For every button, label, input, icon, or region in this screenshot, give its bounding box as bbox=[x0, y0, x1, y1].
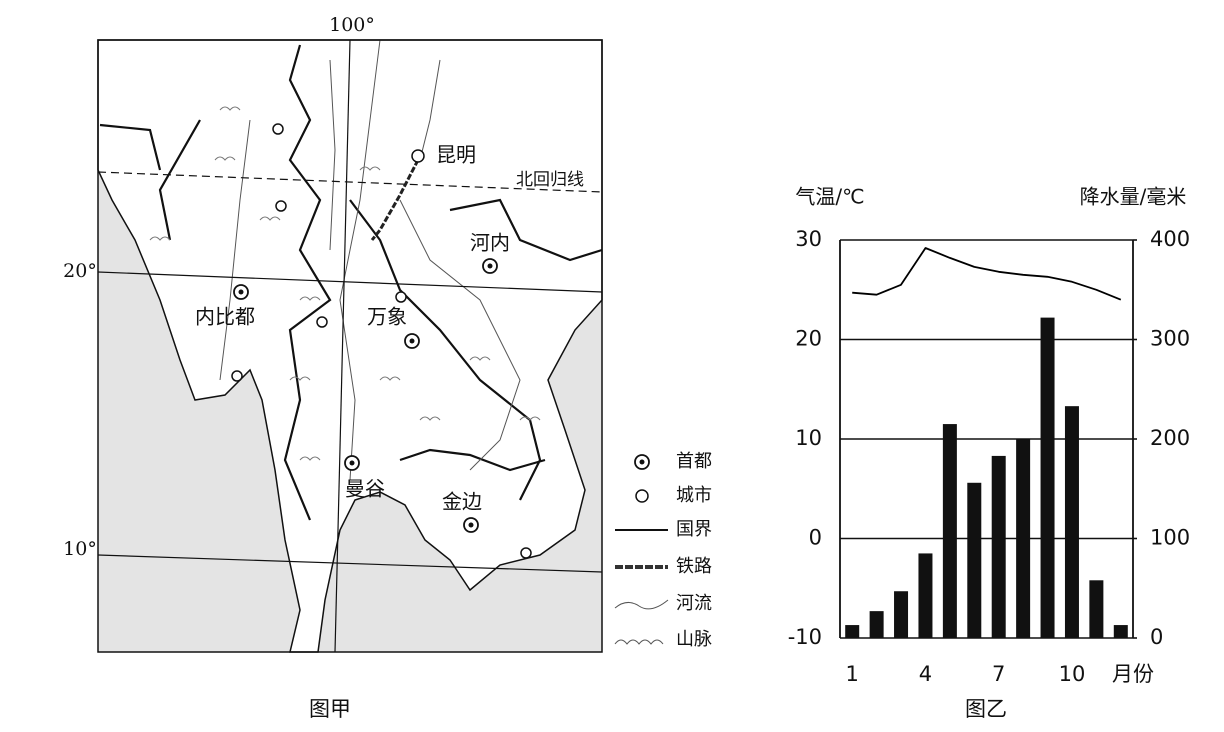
legend-symbol bbox=[639, 459, 645, 465]
capital-dot bbox=[238, 289, 244, 295]
parallel-10 bbox=[97, 554, 603, 573]
capital-label: 金边 bbox=[442, 490, 482, 514]
lon-label: 100° bbox=[329, 14, 375, 36]
capital-dot bbox=[409, 338, 415, 344]
rivers bbox=[219, 39, 521, 481]
y2-tick-label: 100 bbox=[1150, 526, 1190, 550]
y2-tick-label: 0 bbox=[1150, 625, 1163, 649]
y2-tick-label: 200 bbox=[1150, 426, 1190, 450]
legend-label: 山脉 bbox=[676, 629, 712, 650]
map-frame bbox=[97, 39, 603, 653]
capital-label: 万象 bbox=[367, 305, 407, 329]
y-tick-label: -10 bbox=[788, 625, 822, 649]
parallel-20 bbox=[97, 271, 603, 293]
railway bbox=[370, 159, 420, 241]
x-tick-label: 7 bbox=[992, 662, 1005, 686]
y-tick-label: 20 bbox=[795, 327, 822, 351]
legend-label: 河流 bbox=[676, 593, 712, 614]
x-axis-label: 月份 bbox=[1112, 662, 1154, 686]
x-tick-label: 4 bbox=[919, 662, 932, 686]
y-tick-label: 30 bbox=[795, 227, 822, 251]
city-label: 昆明 bbox=[436, 143, 476, 167]
precip-bar bbox=[845, 625, 860, 638]
precip-bar bbox=[1064, 406, 1079, 638]
lat-label: 20° bbox=[63, 260, 97, 282]
map-caption: 图甲 bbox=[309, 697, 351, 721]
y-tick-label: 10 bbox=[795, 426, 822, 450]
capital-dot bbox=[468, 522, 474, 528]
y2-axis-label: 降水量/毫米 bbox=[1080, 185, 1187, 209]
x-tick-label: 1 bbox=[846, 662, 859, 686]
precip-bar bbox=[918, 553, 933, 638]
capital-label: 内比都 bbox=[195, 305, 255, 329]
city-symbol bbox=[411, 149, 425, 163]
temp-line bbox=[852, 247, 1122, 301]
y2-tick-label: 300 bbox=[1150, 327, 1190, 351]
precip-bar bbox=[942, 424, 957, 638]
land bbox=[97, 39, 603, 653]
precip-bar bbox=[1113, 625, 1128, 638]
legend-label: 城市 bbox=[676, 485, 712, 506]
chart-caption: 图乙 bbox=[965, 697, 1007, 721]
capital-label: 曼谷 bbox=[345, 477, 385, 501]
borders bbox=[99, 44, 603, 521]
capital-label: 河内 bbox=[470, 231, 510, 255]
precip-bar bbox=[869, 611, 884, 638]
precip-bar bbox=[894, 591, 909, 638]
precip-bar bbox=[1089, 580, 1104, 638]
tropic-line bbox=[97, 171, 603, 193]
mountains bbox=[149, 106, 541, 461]
map: 100° 20° 10° 北回归线 bbox=[63, 14, 603, 653]
city-dots bbox=[231, 123, 532, 559]
precip-bar bbox=[991, 455, 1006, 638]
y-tick-label: 0 bbox=[809, 526, 822, 550]
meridian-100 bbox=[334, 39, 351, 653]
legend-label: 铁路 bbox=[676, 556, 712, 577]
legend-symbol bbox=[614, 599, 669, 610]
lat-label: 10° bbox=[63, 538, 97, 560]
legend-symbol bbox=[614, 639, 664, 645]
x-tick-label: 10 bbox=[1059, 662, 1086, 686]
legend-label: 国界 bbox=[676, 519, 712, 540]
precip-bar bbox=[967, 482, 982, 638]
precip-bar bbox=[1016, 439, 1031, 638]
precip-bar bbox=[1040, 317, 1055, 638]
capital-dot bbox=[349, 460, 355, 466]
legend-label: 首都 bbox=[676, 451, 712, 472]
legend-symbol bbox=[635, 489, 649, 503]
tropic-label: 北回归线 bbox=[516, 170, 584, 190]
capital-dot bbox=[487, 263, 493, 269]
y2-tick-label: 400 bbox=[1150, 227, 1190, 251]
y-axis-label: 气温/℃ bbox=[795, 185, 864, 209]
